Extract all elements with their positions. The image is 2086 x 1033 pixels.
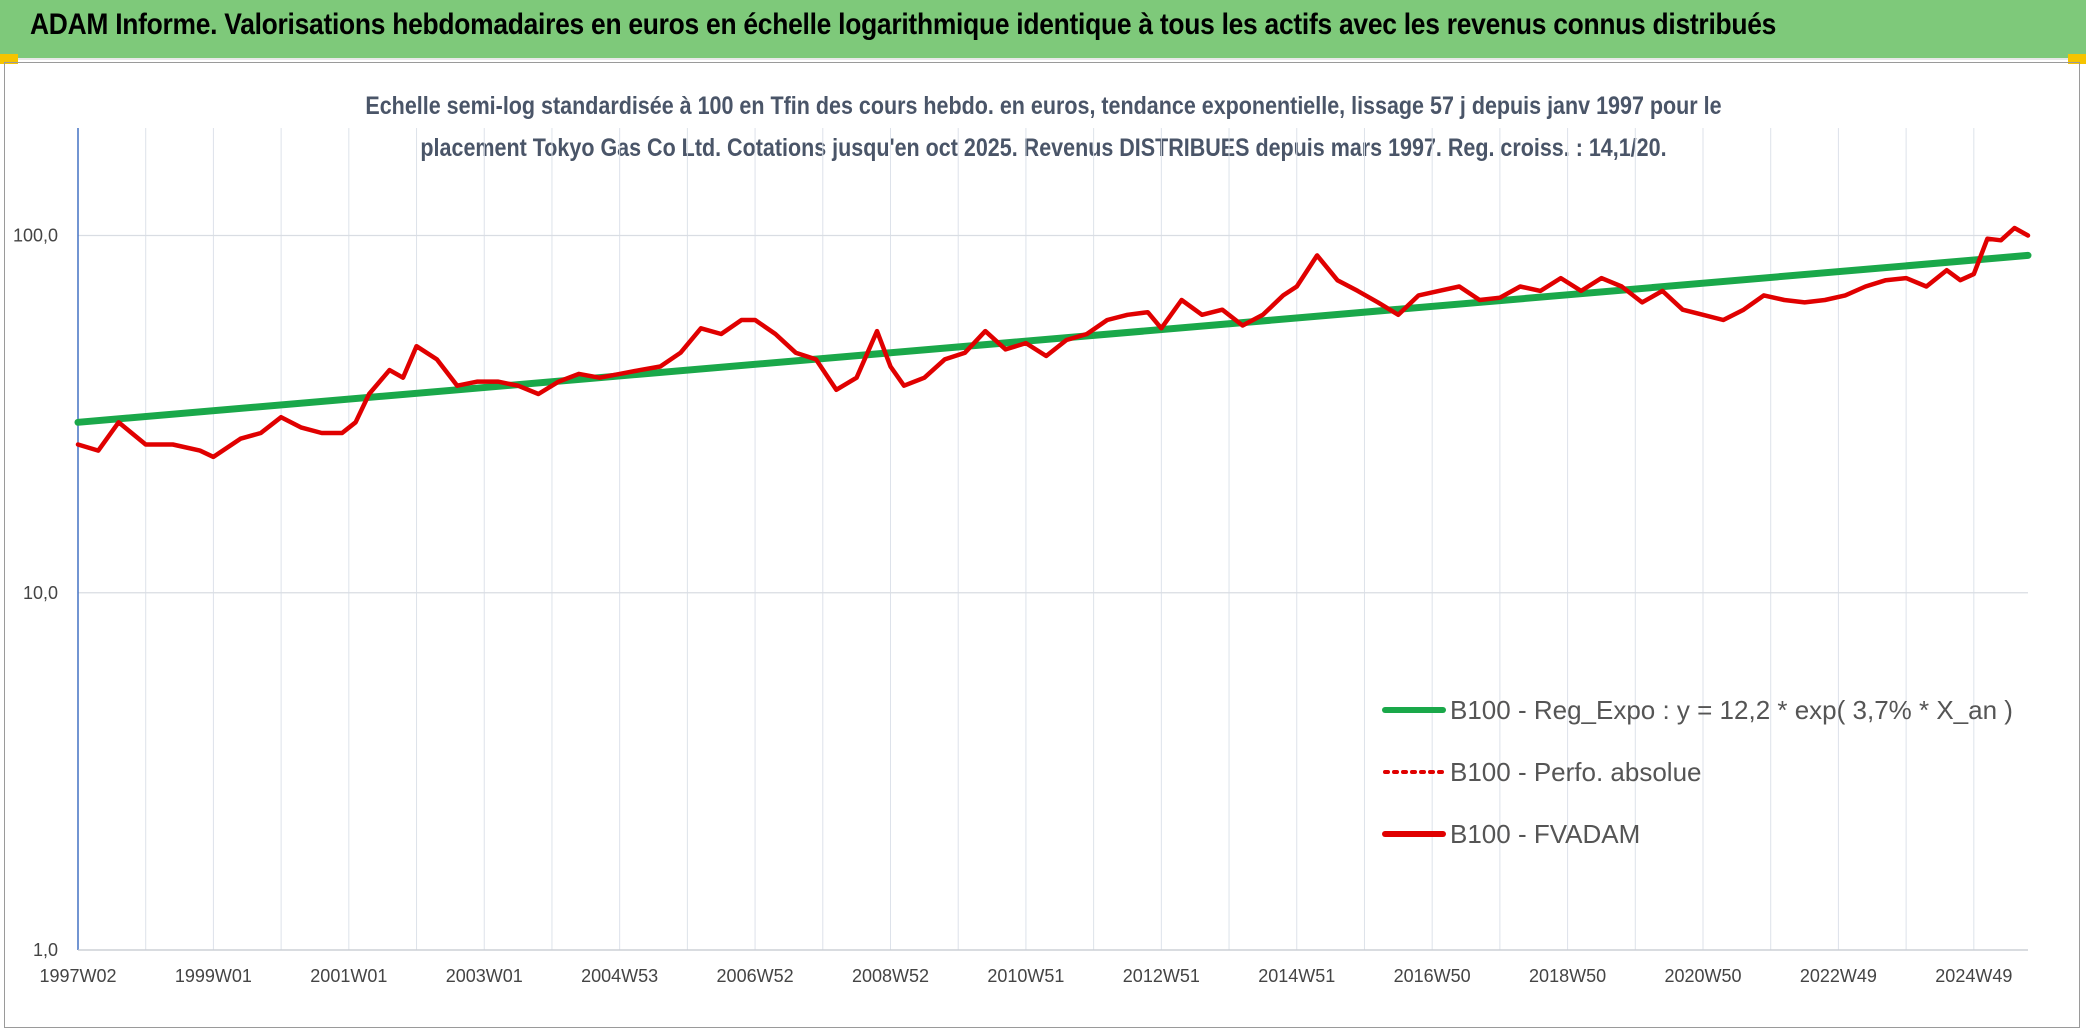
x-tick-label: 2020W50: [1664, 966, 1741, 986]
trend-line-series: [74, 251, 2032, 426]
x-tick-label: 2012W51: [1123, 966, 1200, 986]
page-title: ADAM Informe. Valorisations hebdomadaire…: [30, 8, 1777, 41]
y-tick-label: 10,0: [23, 583, 58, 603]
x-tick-label: 2003W01: [446, 966, 523, 986]
x-tick-label: 2008W52: [852, 966, 929, 986]
legend-label: B100 - Reg_Expo : y = 12,2 * exp( 3,7% *…: [1450, 695, 2013, 725]
x-tick-label: 2001W01: [310, 966, 387, 986]
x-tick-label: 2022W49: [1800, 966, 1877, 986]
corner-marker-left: [0, 54, 18, 64]
y-tick-label: 100,0: [13, 226, 58, 246]
x-tick-label: 2010W51: [987, 966, 1064, 986]
legend-label: B100 - FVADAM: [1450, 819, 1640, 849]
x-tick-label: 2018W50: [1529, 966, 1606, 986]
x-tick-label: 2006W52: [717, 966, 794, 986]
x-tick-label: 2004W53: [581, 966, 658, 986]
chart-frame: [4, 62, 2080, 1028]
corner-marker-right: [2068, 54, 2086, 64]
header-bar: ADAM Informe. Valorisations hebdomadaire…: [0, 0, 2086, 60]
y-tick-label: 1,0: [33, 940, 58, 960]
x-tick-label: 2024W49: [1935, 966, 2012, 986]
chart-title-line1: Echelle semi-log standardisée à 100 en T…: [364, 92, 1722, 120]
x-tick-label: 1999W01: [175, 966, 252, 986]
legend-label: B100 - Perfo. absolue: [1450, 757, 1702, 787]
fvadam-series-line: [75, 225, 2031, 460]
x-tick-label: 2014W51: [1258, 966, 1335, 986]
x-tick-label: 1997W02: [39, 966, 116, 986]
x-tick-label: 2016W50: [1394, 966, 1471, 986]
chart-title-line2: placement Tokyo Gas Co Ltd. Cotations ju…: [419, 134, 1667, 162]
